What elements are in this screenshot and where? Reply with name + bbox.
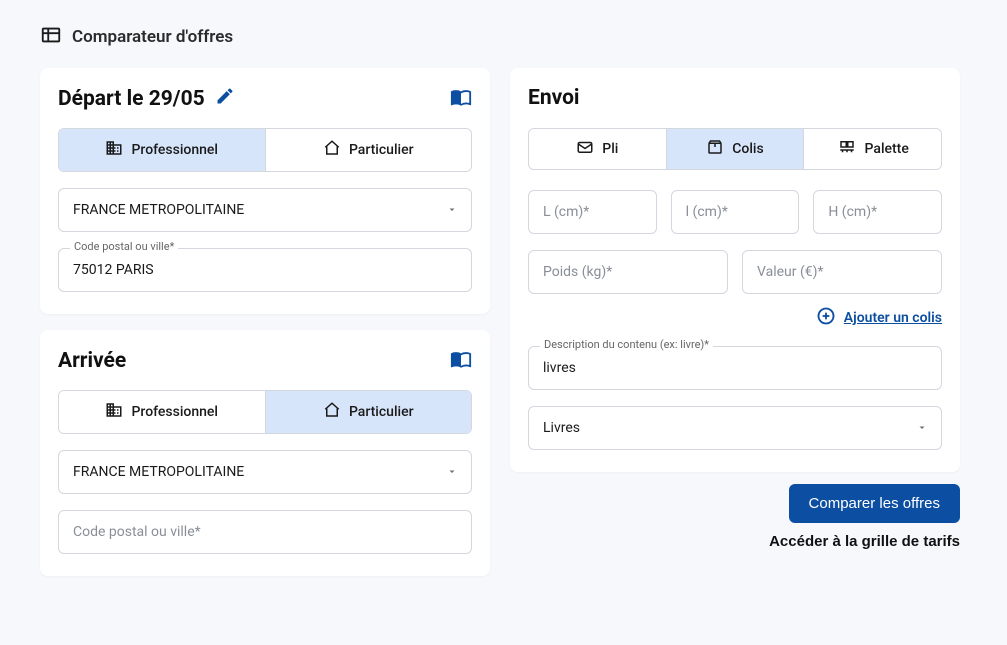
home-icon	[323, 401, 341, 423]
depart-postal-field: Code postal ou ville*	[58, 248, 472, 292]
description-input[interactable]	[528, 346, 942, 390]
tariff-grid-link[interactable]: Accéder à la grille de tarifs	[769, 533, 960, 550]
envoi-type-palette[interactable]: Palette	[803, 129, 941, 169]
depart-type-segmented: Professionnel Particulier	[58, 128, 472, 172]
page-header: Comparateur d'offres	[40, 24, 967, 50]
height-input[interactable]	[813, 190, 942, 234]
width-input[interactable]	[671, 190, 800, 234]
building-icon	[105, 401, 123, 423]
envoi-type-colis[interactable]: Colis	[666, 129, 804, 169]
arrivee-type-part[interactable]: Particulier	[265, 391, 472, 433]
home-icon	[323, 139, 341, 161]
envoi-title: Envoi	[528, 86, 579, 110]
depart-title: Départ le 29/05	[58, 86, 235, 112]
add-package-link[interactable]: Ajouter un colis	[844, 310, 942, 326]
arrivee-country-select[interactable]: FRANCE METROPOLITAINE	[58, 450, 472, 494]
address-book-icon[interactable]	[450, 86, 472, 112]
plus-circle-icon	[816, 306, 836, 330]
weight-value-row	[528, 250, 942, 294]
page-title: Comparateur d'offres	[72, 27, 233, 47]
envoi-type-pli[interactable]: Pli	[529, 129, 666, 169]
description-label: Description du contenu (ex: livre)*	[540, 338, 713, 351]
package-icon	[706, 138, 724, 160]
weight-input[interactable]	[528, 250, 728, 294]
category-select-wrap: Livres	[528, 406, 942, 450]
arrivee-type-segmented: Professionnel Particulier	[58, 390, 472, 434]
arrivee-type-pro[interactable]: Professionnel	[59, 391, 265, 433]
address-book-icon[interactable]	[450, 348, 472, 374]
depart-card: Départ le 29/05	[40, 68, 490, 314]
building-icon	[105, 139, 123, 161]
arrivee-card: Arrivée Professionnel	[40, 330, 490, 576]
depart-country-select-wrap: FRANCE METROPOLITAINE	[58, 188, 472, 232]
depart-type-pro[interactable]: Professionnel	[59, 129, 265, 171]
envelope-icon	[576, 138, 594, 160]
comparator-table-icon	[40, 24, 62, 50]
arrivee-title: Arrivée	[58, 349, 126, 373]
envoi-card: Envoi Pli Co	[510, 68, 960, 472]
add-package-row: Ajouter un colis	[528, 306, 942, 330]
palette-icon	[837, 138, 857, 160]
depart-type-part[interactable]: Particulier	[265, 129, 472, 171]
category-select[interactable]: Livres	[528, 406, 942, 450]
length-input[interactable]	[528, 190, 657, 234]
arrivee-postal-input[interactable]	[58, 510, 472, 554]
dimensions-row	[528, 190, 942, 234]
arrivee-postal-field	[58, 510, 472, 554]
arrivee-country-select-wrap: FRANCE METROPOLITAINE	[58, 450, 472, 494]
depart-country-select[interactable]: FRANCE METROPOLITAINE	[58, 188, 472, 232]
envoi-type-segmented: Pli Colis	[528, 128, 942, 170]
depart-postal-input[interactable]	[58, 248, 472, 292]
value-input[interactable]	[742, 250, 942, 294]
description-field: Description du contenu (ex: livre)*	[528, 346, 942, 390]
compare-offers-button[interactable]: Comparer les offres	[789, 484, 960, 523]
edit-date-icon[interactable]	[215, 86, 235, 112]
actions: Comparer les offres Accéder à la grille …	[510, 484, 960, 550]
depart-postal-label: Code postal ou ville*	[70, 240, 178, 253]
